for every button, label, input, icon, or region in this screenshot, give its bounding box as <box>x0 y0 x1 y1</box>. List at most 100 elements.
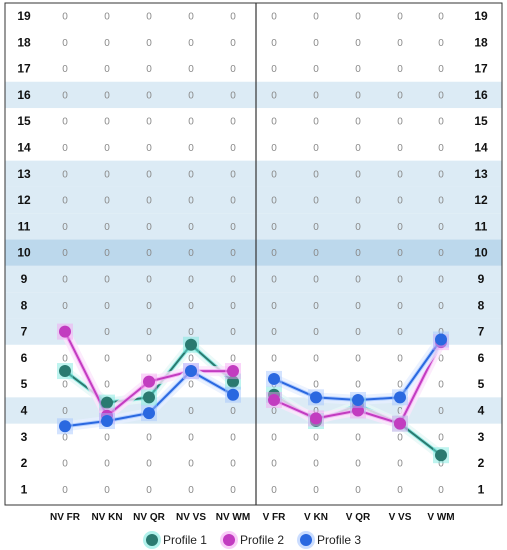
legend-label: Profile 3 <box>317 533 362 547</box>
chart-frame <box>4 2 503 506</box>
grid-cell-value: 0 <box>230 459 236 470</box>
grid-cell-value: 0 <box>188 222 194 233</box>
grid-cell-value: 0 <box>230 117 236 128</box>
row-band-8 <box>5 292 502 319</box>
grid-cell-value: 0 <box>62 485 68 496</box>
grid-cell-value: 0 <box>313 301 319 312</box>
grid-cell-value: 0 <box>146 353 152 364</box>
grid-cell-value: 0 <box>438 301 444 312</box>
y-tick-right-19: 19 <box>474 9 488 23</box>
y-tick-left-5: 5 <box>21 377 28 391</box>
data-point-profile-2-nv-fr <box>59 325 71 338</box>
grid-cell-value: 0 <box>104 248 110 259</box>
grid-cell-value: 0 <box>188 196 194 207</box>
grid-cell-value: 0 <box>230 90 236 101</box>
grid-cell-value: 0 <box>230 353 236 364</box>
grid-cell-value: 0 <box>271 301 277 312</box>
x-tick-v-kn: V KN <box>304 512 328 523</box>
grid-cell-value: 0 <box>146 143 152 154</box>
y-tick-left-6: 6 <box>21 351 28 365</box>
grid-cell-value: 0 <box>271 406 277 417</box>
grid-cell-value: 0 <box>271 380 277 391</box>
grid-cell-value: 0 <box>104 143 110 154</box>
grid-cell-value: 0 <box>188 248 194 259</box>
grid-cell-value: 0 <box>62 143 68 154</box>
grid-cell-value: 0 <box>188 327 194 338</box>
grid-cell-value: 0 <box>313 327 319 338</box>
grid-cell-value: 0 <box>230 432 236 443</box>
row-band-13 <box>5 160 502 187</box>
y-tick-left-7: 7 <box>21 325 28 339</box>
grid-cell-value: 0 <box>313 485 319 496</box>
data-point-profile-3-nv-qr <box>143 407 155 420</box>
x-tick-v-vs: V VS <box>389 512 412 523</box>
grid-cell-value: 0 <box>271 432 277 443</box>
grid-cell-value: 0 <box>146 275 152 286</box>
grid-cell-value: 0 <box>355 196 361 207</box>
grid-cell-value: 0 <box>146 12 152 23</box>
row-band-10 <box>5 239 502 266</box>
grid-cell-value: 0 <box>146 64 152 75</box>
grid-cell-value: 0 <box>62 432 68 443</box>
grid-cell-value: 0 <box>397 432 403 443</box>
grid-cell-value: 0 <box>438 169 444 180</box>
y-tick-right-14: 14 <box>474 141 488 155</box>
grid-cell-value: 0 <box>104 90 110 101</box>
grid-cell-value: 0 <box>397 90 403 101</box>
grid-cell-value: 0 <box>355 12 361 23</box>
grid-cell-value: 0 <box>188 64 194 75</box>
y-tick-left-16: 16 <box>17 88 31 102</box>
data-point-profile-2-v-fr <box>268 393 280 406</box>
grid-cell-value: 0 <box>355 169 361 180</box>
grid-cell-value: 0 <box>188 459 194 470</box>
data-point-profile-3-nv-fr <box>59 420 71 433</box>
grid-cell-value: 0 <box>271 64 277 75</box>
data-point-profile-1-nv-fr <box>59 365 71 378</box>
y-tick-right-13: 13 <box>474 167 488 181</box>
grid-cell-value: 0 <box>397 196 403 207</box>
grid-cell-value: 0 <box>438 117 444 128</box>
grid-cell-value: 0 <box>104 275 110 286</box>
grid-cell-value: 0 <box>62 380 68 391</box>
grid-cell-value: 0 <box>355 301 361 312</box>
grid-cell-value: 0 <box>62 301 68 312</box>
grid-cell-value: 0 <box>355 432 361 443</box>
grid-cell-value: 0 <box>438 485 444 496</box>
y-tick-right-3: 3 <box>478 430 485 444</box>
grid-cell-value: 0 <box>397 353 403 364</box>
grid-cell-value: 0 <box>271 485 277 496</box>
grid-cell-value: 0 <box>397 38 403 49</box>
grid-cell-values: 0 0 0 0 0 0 0 0 0 0 0 0 0 0 0 0 0 0 0 0 0 0 0 0 0 0 0 0 0 0 0 0 0 0 0 0 0 0 0 0… <box>62 12 444 496</box>
x-tick-v-fr: V FR <box>263 512 287 523</box>
grid-cell-value: 0 <box>146 459 152 470</box>
grid-cell-value: 0 <box>271 275 277 286</box>
grid-cell-value: 0 <box>62 117 68 128</box>
y-tick-left-13: 13 <box>17 167 31 181</box>
y-tick-right-8: 8 <box>478 298 485 312</box>
grid-cell-value: 0 <box>188 90 194 101</box>
grid-cell-value: 0 <box>313 275 319 286</box>
grid-cell-value: 0 <box>104 353 110 364</box>
grid-cell-value: 0 <box>188 12 194 23</box>
x-tick-v-qr: V QR <box>346 512 371 523</box>
grid-cell-value: 0 <box>438 380 444 391</box>
grid-cell-value: 0 <box>188 169 194 180</box>
grid-cell-value: 0 <box>397 327 403 338</box>
grid-cell-value: 0 <box>230 301 236 312</box>
chart-border <box>4 2 503 506</box>
data-point-profile-2-v-vs <box>394 417 406 430</box>
y-tick-left-17: 17 <box>17 62 31 76</box>
grid-cell-value: 0 <box>230 143 236 154</box>
grid-cell-value: 0 <box>188 380 194 391</box>
grid-cell-value: 0 <box>355 117 361 128</box>
y-tick-left-12: 12 <box>17 193 31 207</box>
y-tick-right-10: 10 <box>474 246 488 260</box>
grid-cell-value: 0 <box>313 432 319 443</box>
grid-cell-value: 0 <box>188 485 194 496</box>
y-tick-left-19: 19 <box>17 9 31 23</box>
grid-cell-value: 0 <box>104 196 110 207</box>
grid-cell-value: 0 <box>271 117 277 128</box>
row-band-16 <box>5 81 502 109</box>
